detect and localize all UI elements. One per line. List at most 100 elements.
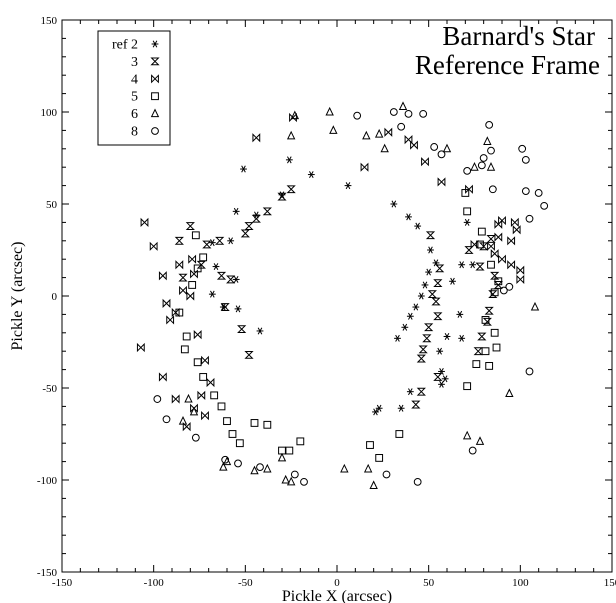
- point-ref-3: [477, 332, 487, 341]
- point-ref-3: [216, 271, 227, 280]
- point-ref-8: [499, 286, 508, 295]
- point-ref-3: [277, 192, 287, 201]
- point-ref-3: [427, 290, 437, 299]
- point-ref-2: [232, 207, 240, 215]
- point-ref-4: [158, 372, 167, 382]
- point-ref-3: [416, 354, 426, 363]
- point-ref-3: [479, 242, 489, 251]
- point-ref-3: [244, 222, 254, 230]
- legend-marker-ref-6: [150, 108, 160, 118]
- point-ref-2: [412, 303, 420, 311]
- point-ref-5: [487, 260, 495, 269]
- point-ref-3: [240, 229, 250, 238]
- point-ref-4: [421, 157, 429, 167]
- point-ref-8: [521, 187, 530, 196]
- point-ref-6: [340, 463, 349, 473]
- chart-title-line-2: Reference Frame: [415, 50, 600, 80]
- y-tick-label: 0: [52, 291, 58, 303]
- y-tick-label: 50: [46, 199, 58, 211]
- point-ref-8: [404, 109, 413, 118]
- point-ref-2: [285, 156, 293, 164]
- legend: ref 2 3 4 5 6 8: [97, 30, 171, 146]
- point-ref-3: [286, 185, 296, 194]
- point-ref-5: [485, 362, 494, 370]
- chart-title-line-1: Barnard's Star: [442, 21, 595, 51]
- point-ref-8: [525, 367, 534, 376]
- point-ref-2: [414, 222, 422, 230]
- point-ref-4: [490, 249, 499, 259]
- point-ref-4: [512, 225, 521, 235]
- point-ref-2: [394, 334, 401, 342]
- y-axis-label: Pickle Y (arcsec): [9, 242, 26, 351]
- point-ref-6: [281, 474, 290, 484]
- x-tick-label: 50: [423, 577, 435, 589]
- point-ref-8: [534, 189, 543, 197]
- point-ref-5: [490, 288, 499, 297]
- point-ref-4: [162, 298, 171, 308]
- point-ref-5: [191, 231, 200, 240]
- point-ref-2: [344, 182, 352, 190]
- point-ref-5: [175, 308, 184, 317]
- point-ref-5: [193, 358, 202, 367]
- y-tick-label: -100: [37, 475, 58, 487]
- point-ref-6: [325, 106, 334, 116]
- axis-ticks: [61, 19, 613, 573]
- point-ref-8: [430, 143, 439, 151]
- legend-label-ref-2: ref 2: [112, 38, 138, 53]
- point-ref-4: [494, 232, 503, 242]
- point-ref-4: [487, 241, 495, 251]
- point-ref-6: [286, 130, 296, 140]
- data-points: [136, 101, 549, 490]
- point-ref-6: [329, 125, 338, 134]
- series-ref-5: [175, 189, 503, 462]
- point-ref-5: [375, 454, 384, 462]
- point-ref-5: [472, 360, 481, 368]
- point-ref-2: [405, 213, 412, 221]
- point-ref-8: [485, 120, 494, 129]
- point-ref-5: [492, 343, 501, 352]
- series-ref-2: [208, 156, 477, 416]
- point-ref-2: [208, 290, 216, 298]
- point-ref-8: [191, 433, 200, 442]
- x-axis-label: Pickle X (arcsec): [282, 588, 392, 603]
- point-ref-8: [234, 459, 242, 468]
- x-tick-label: 0: [334, 577, 340, 589]
- point-ref-3: [473, 347, 483, 356]
- point-ref-5: [180, 345, 189, 354]
- x-tick-label: 150: [604, 577, 616, 589]
- point-ref-2: [401, 323, 409, 331]
- point-ref-4: [188, 254, 197, 264]
- point-ref-3: [185, 222, 195, 230]
- point-ref-6: [263, 463, 272, 473]
- point-ref-4: [175, 260, 184, 270]
- point-ref-5: [199, 373, 208, 381]
- point-ref-4: [516, 265, 525, 275]
- x-tick-label: 100: [512, 577, 529, 589]
- point-ref-6: [184, 393, 193, 403]
- point-ref-8: [463, 166, 472, 175]
- point-ref-6: [178, 415, 188, 425]
- point-ref-2: [438, 380, 445, 388]
- point-ref-4: [186, 291, 195, 301]
- point-ref-3: [174, 236, 184, 245]
- point-ref-4: [190, 269, 198, 279]
- point-ref-6: [462, 430, 472, 440]
- legend-marker-ref-4: [151, 74, 159, 84]
- point-ref-4: [171, 394, 180, 404]
- point-ref-2: [421, 281, 429, 289]
- point-ref-2: [469, 261, 477, 269]
- point-ref-6: [363, 463, 373, 473]
- point-ref-5: [182, 332, 191, 341]
- point-ref-5: [461, 189, 470, 197]
- point-ref-6: [486, 162, 496, 171]
- point-ref-8: [256, 463, 264, 472]
- point-ref-3: [482, 317, 492, 326]
- point-ref-2: [307, 171, 315, 179]
- point-ref-4: [465, 184, 473, 194]
- legend-label-ref-6: 6: [131, 107, 138, 122]
- point-ref-5: [481, 316, 490, 324]
- point-ref-3: [237, 325, 247, 334]
- point-ref-4: [498, 254, 506, 264]
- point-ref-2: [441, 375, 449, 383]
